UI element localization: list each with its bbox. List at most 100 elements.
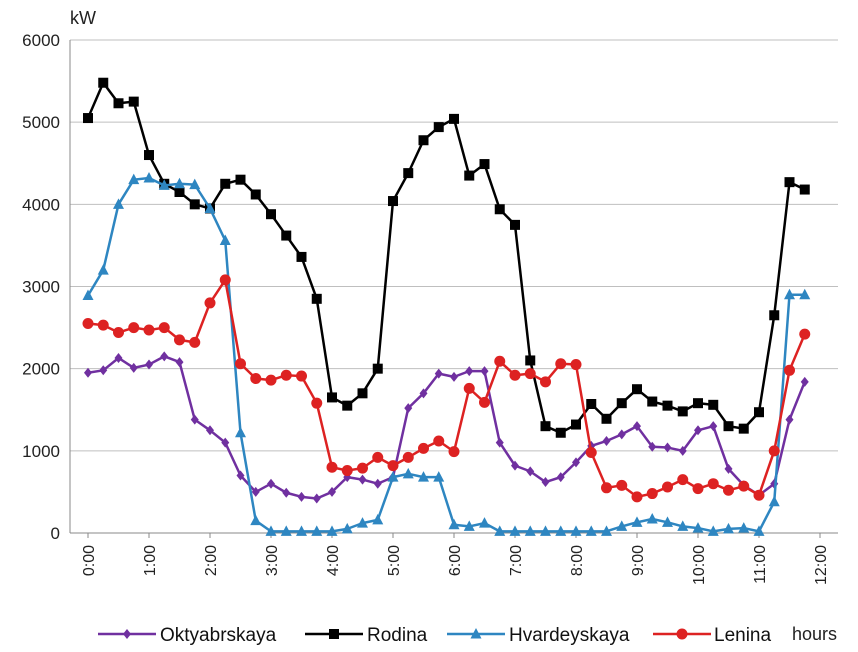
data-point [206, 425, 214, 436]
data-point [97, 319, 109, 331]
x-tick-label: 1:00 [142, 545, 159, 576]
data-point [677, 520, 689, 531]
data-point [372, 363, 383, 374]
data-point [586, 398, 597, 409]
data-point [312, 493, 321, 504]
data-point [250, 514, 262, 526]
data-point [646, 488, 658, 500]
data-point [448, 518, 460, 530]
x-tick-label: 7:00 [508, 545, 525, 576]
data-point [662, 400, 673, 411]
legend-label: Rodina [367, 625, 428, 646]
data-point [113, 327, 124, 339]
data-point [601, 525, 612, 536]
data-point [83, 113, 93, 124]
data-point [357, 517, 368, 528]
data-point [494, 525, 506, 536]
data-point [402, 451, 414, 463]
data-point [723, 522, 734, 534]
data-point [479, 159, 490, 170]
data-point [174, 187, 185, 198]
data-point [692, 483, 704, 495]
data-point [82, 289, 94, 301]
data-point [692, 522, 704, 533]
data-point [328, 486, 336, 497]
data-point [602, 435, 611, 446]
data-point [357, 388, 368, 399]
data-point [768, 495, 780, 507]
data-point [128, 96, 139, 107]
y-tick-label: 0 [51, 524, 60, 543]
y-tick-label: 4000 [22, 195, 60, 214]
data-point [677, 406, 688, 417]
data-point [311, 525, 323, 536]
x-tick-label: 0:00 [81, 545, 98, 576]
data-point [616, 398, 627, 409]
data-point [418, 471, 429, 482]
data-point [373, 478, 382, 489]
data-point [160, 351, 169, 362]
x-tick-label: 11:00 [752, 545, 769, 584]
data-point [358, 474, 367, 485]
series-line [87, 278, 806, 499]
x-axis-unit: hours [792, 624, 837, 644]
legend-item-hvardeyskaya: Hvardeyskaya [447, 625, 630, 646]
data-point [190, 414, 199, 425]
data-point [174, 334, 185, 346]
data-point [403, 168, 414, 179]
data-point [784, 177, 795, 188]
x-tick-label: 5:00 [386, 545, 403, 576]
data-point [433, 435, 445, 447]
data-point [464, 170, 475, 181]
data-point [799, 328, 811, 340]
data-point [540, 421, 551, 432]
data-point [326, 461, 338, 473]
data-point [570, 359, 582, 371]
data-point [387, 471, 399, 482]
data-point [526, 466, 535, 477]
data-point [495, 437, 504, 448]
data-point [327, 392, 337, 403]
data-point [189, 336, 201, 348]
data-point [143, 324, 155, 336]
data-point [204, 297, 216, 309]
data-point [571, 419, 581, 430]
data-point [128, 173, 140, 185]
data-point [113, 198, 124, 209]
data-point [678, 445, 687, 456]
data-point [387, 460, 399, 472]
data-point [784, 288, 795, 300]
data-point [694, 425, 702, 436]
data-point [235, 426, 246, 438]
data-point [753, 525, 765, 536]
data-point [281, 230, 292, 241]
y-tick-label: 6000 [22, 31, 60, 50]
data-point [251, 486, 260, 497]
data-point [723, 484, 734, 496]
series-group [82, 77, 811, 536]
data-point [572, 457, 580, 468]
data-point [99, 365, 108, 376]
data-point [709, 421, 718, 432]
series-lenina [82, 274, 811, 503]
data-point [785, 414, 794, 425]
data-point [555, 358, 567, 370]
data-point [494, 204, 505, 215]
legend-item-lenina: Lenina [653, 625, 771, 646]
data-point [784, 364, 795, 376]
data-point [509, 525, 521, 536]
data-point [220, 178, 231, 189]
series-hvardeyskaya [82, 172, 811, 536]
data-point [267, 478, 275, 489]
data-point [509, 369, 521, 381]
data-point [404, 403, 413, 414]
data-point [235, 174, 246, 185]
data-point [693, 398, 703, 409]
data-point [648, 441, 657, 452]
data-point [465, 366, 474, 377]
data-point [326, 525, 338, 536]
data-point [143, 172, 155, 183]
y-tick-label: 3000 [22, 278, 60, 297]
data-point [800, 376, 809, 387]
legend-swatch-marker [123, 629, 131, 639]
